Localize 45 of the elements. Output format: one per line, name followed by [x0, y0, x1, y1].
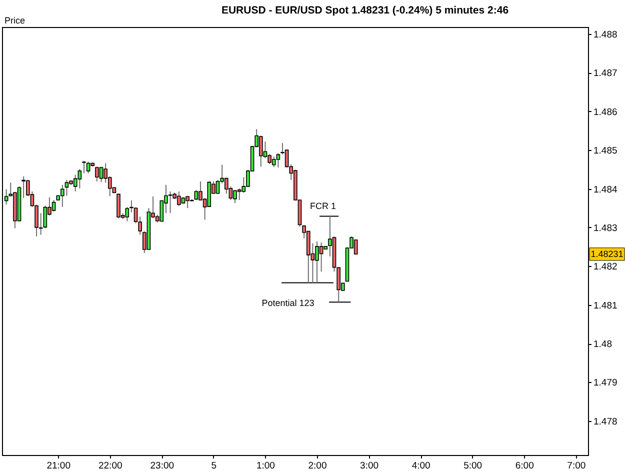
x-tick-label: 3:00 [360, 460, 379, 472]
candlestick [168, 190, 172, 214]
candlestick [52, 199, 56, 212]
annotation: 1.48231 [590, 249, 624, 260]
candlestick [319, 242, 324, 272]
candlestick [160, 199, 164, 222]
x-tick-label: 2:00 [308, 460, 327, 472]
candlestick [216, 179, 220, 194]
candlestick [86, 161, 90, 174]
x-tick-label: 4:00 [412, 460, 430, 472]
x-tick-label: 1:00 [256, 460, 275, 472]
y-tick-label: 1.485 [594, 146, 618, 157]
y-tick-label: 1.482 [594, 262, 618, 273]
candlestick [194, 189, 198, 200]
y-tick-label: 1.478 [594, 416, 618, 428]
y-tick-label: 1.486 [594, 106, 618, 118]
y-tick-label: 1.488 [594, 29, 618, 40]
x-tick-label: 7:00 [567, 460, 586, 472]
x-tick-label: 6:00 [515, 460, 534, 472]
candlestick [64, 179, 69, 196]
y-tick-label: 1.479 [594, 378, 618, 389]
candlestick [99, 166, 104, 183]
x-tick-label: 23:00 [150, 460, 174, 472]
x-tick-label: 5:00 [464, 460, 482, 472]
candlestick [95, 166, 99, 182]
x-tick-label: 22:00 [98, 460, 122, 472]
annotation: Potential 123 [262, 298, 314, 308]
candlestick [116, 193, 120, 219]
candlestick [82, 160, 86, 174]
candlestick [125, 206, 130, 222]
y-tick-label: 1.484 [594, 184, 618, 196]
y-tick-label: 1.48 [594, 339, 612, 350]
x-tick-label: 21:00 [46, 460, 70, 472]
x-tick-label: 5 [211, 460, 217, 472]
y-tick-label: 1.481 [594, 300, 618, 312]
annotation: FCR 1 [310, 201, 336, 211]
y-tick-label: 1.483 [594, 222, 618, 234]
y-tick-label: 1.487 [594, 68, 618, 80]
y-axis-title: Price [4, 16, 26, 26]
chart-title: EURUSD - EUR/USD Spot 1.48231 (-0.24%) 5 minutes 2:46 [221, 4, 509, 16]
candlestick [237, 188, 242, 200]
candlestick [233, 189, 237, 204]
candlestick [78, 168, 82, 189]
candlestick [43, 205, 48, 229]
candlestick [272, 156, 276, 168]
